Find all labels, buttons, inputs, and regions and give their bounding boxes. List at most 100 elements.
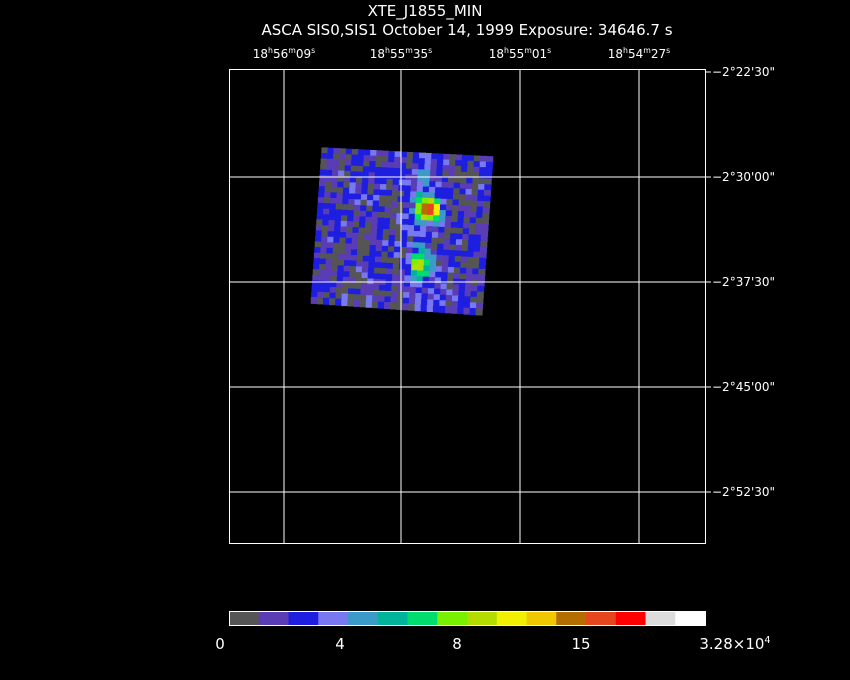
image-pixel <box>455 239 463 247</box>
image-pixel <box>354 199 362 207</box>
image-pixel <box>346 232 353 240</box>
image-pixel <box>383 223 391 231</box>
image-pixel <box>440 283 448 291</box>
image-pixel <box>446 204 454 212</box>
image-pixel <box>470 296 478 304</box>
image-pixel <box>387 162 395 170</box>
image-pixel <box>420 214 428 222</box>
image-pixel <box>446 289 454 297</box>
image-pixel <box>447 266 455 274</box>
dec-label: −2°45'00" <box>712 380 775 394</box>
colorbar-swatch <box>229 611 260 625</box>
image-pixel <box>461 250 469 258</box>
image-pixel <box>466 172 474 180</box>
image-pixel <box>422 282 430 290</box>
image-pixel <box>415 287 423 295</box>
image-pixel <box>380 178 388 186</box>
image-pixel <box>370 239 378 247</box>
image-pixel <box>365 211 373 219</box>
image-pixel <box>476 297 484 305</box>
image-pixel <box>442 255 450 263</box>
image-pixel <box>460 256 468 264</box>
image-pixel <box>356 177 364 185</box>
image-pixel <box>371 301 379 309</box>
colorbar: 0 4 8 15 3.28×104 <box>215 611 771 653</box>
image-pixel <box>321 147 329 155</box>
image-pixel <box>404 275 412 283</box>
image-pixel <box>370 228 378 236</box>
image-pixel <box>344 254 352 262</box>
image-pixel <box>341 293 349 301</box>
label-part: 09 <box>296 47 311 61</box>
image-pixel <box>463 307 471 315</box>
label-part: 18 <box>489 47 504 61</box>
image-pixel <box>452 289 460 297</box>
image-pixel <box>332 164 340 172</box>
image-pixel <box>394 241 402 249</box>
image-pixel <box>339 153 347 161</box>
image-pixel <box>345 243 353 251</box>
image-pixel <box>336 281 344 289</box>
label-part: 55 <box>390 47 405 61</box>
image-pixel <box>320 152 328 160</box>
image-pixel <box>389 229 397 237</box>
image-pixel <box>453 273 461 281</box>
image-pixel <box>473 257 481 265</box>
image-pixel <box>468 234 476 242</box>
image-pixel <box>433 204 441 212</box>
image-pixel <box>327 231 335 239</box>
image-pixel <box>359 216 367 224</box>
image-pixel <box>472 268 480 276</box>
image-pixel <box>335 293 343 301</box>
image-pixel <box>319 264 327 272</box>
image-pixel <box>419 231 427 239</box>
image-pixel <box>333 153 341 161</box>
image-pixel <box>341 209 349 217</box>
image-pixel <box>476 206 484 214</box>
image-pixel <box>447 187 455 195</box>
image-pixel <box>406 163 414 171</box>
image-pixel <box>387 167 395 175</box>
image-pixel <box>418 248 426 256</box>
image-pixel <box>375 155 383 163</box>
image-pixel <box>436 164 444 172</box>
image-pixel <box>405 168 413 176</box>
image-pixel <box>479 167 487 175</box>
image-pixel <box>335 203 343 211</box>
image-pixel <box>348 288 356 296</box>
image-pixel <box>360 194 368 202</box>
image-pixel <box>411 169 419 177</box>
image-pixel <box>449 159 457 167</box>
image-pixel <box>391 280 399 288</box>
image-pixel <box>402 207 410 215</box>
image-pixel <box>422 276 430 284</box>
image-pixel <box>458 284 466 292</box>
image-pixel <box>470 206 478 214</box>
image-pixel <box>343 176 351 184</box>
title: XTE_J1855_MIN <box>368 2 483 21</box>
image-pixel <box>435 266 443 274</box>
image-pixel <box>443 159 451 167</box>
image-pixel <box>391 201 399 209</box>
image-pixel <box>344 249 352 257</box>
image-pixel <box>383 217 391 225</box>
image-pixel <box>391 190 399 198</box>
image-pixel <box>414 214 422 222</box>
image-pixel <box>359 210 367 218</box>
image-pixel <box>332 170 339 178</box>
image-pixel <box>365 222 373 230</box>
image-pixel <box>372 206 380 214</box>
image-pixel <box>353 216 361 224</box>
image-pixel <box>323 286 331 294</box>
image-pixel <box>454 177 462 185</box>
image-pixel <box>469 308 477 316</box>
image-pixel <box>449 238 457 246</box>
image-pixel <box>331 175 339 183</box>
image-pixel <box>380 262 388 270</box>
image-pixel <box>437 153 445 161</box>
image-pixel <box>329 292 337 300</box>
image-pixel <box>471 189 479 197</box>
image-pixel <box>417 169 425 177</box>
image-pixel <box>370 150 378 158</box>
